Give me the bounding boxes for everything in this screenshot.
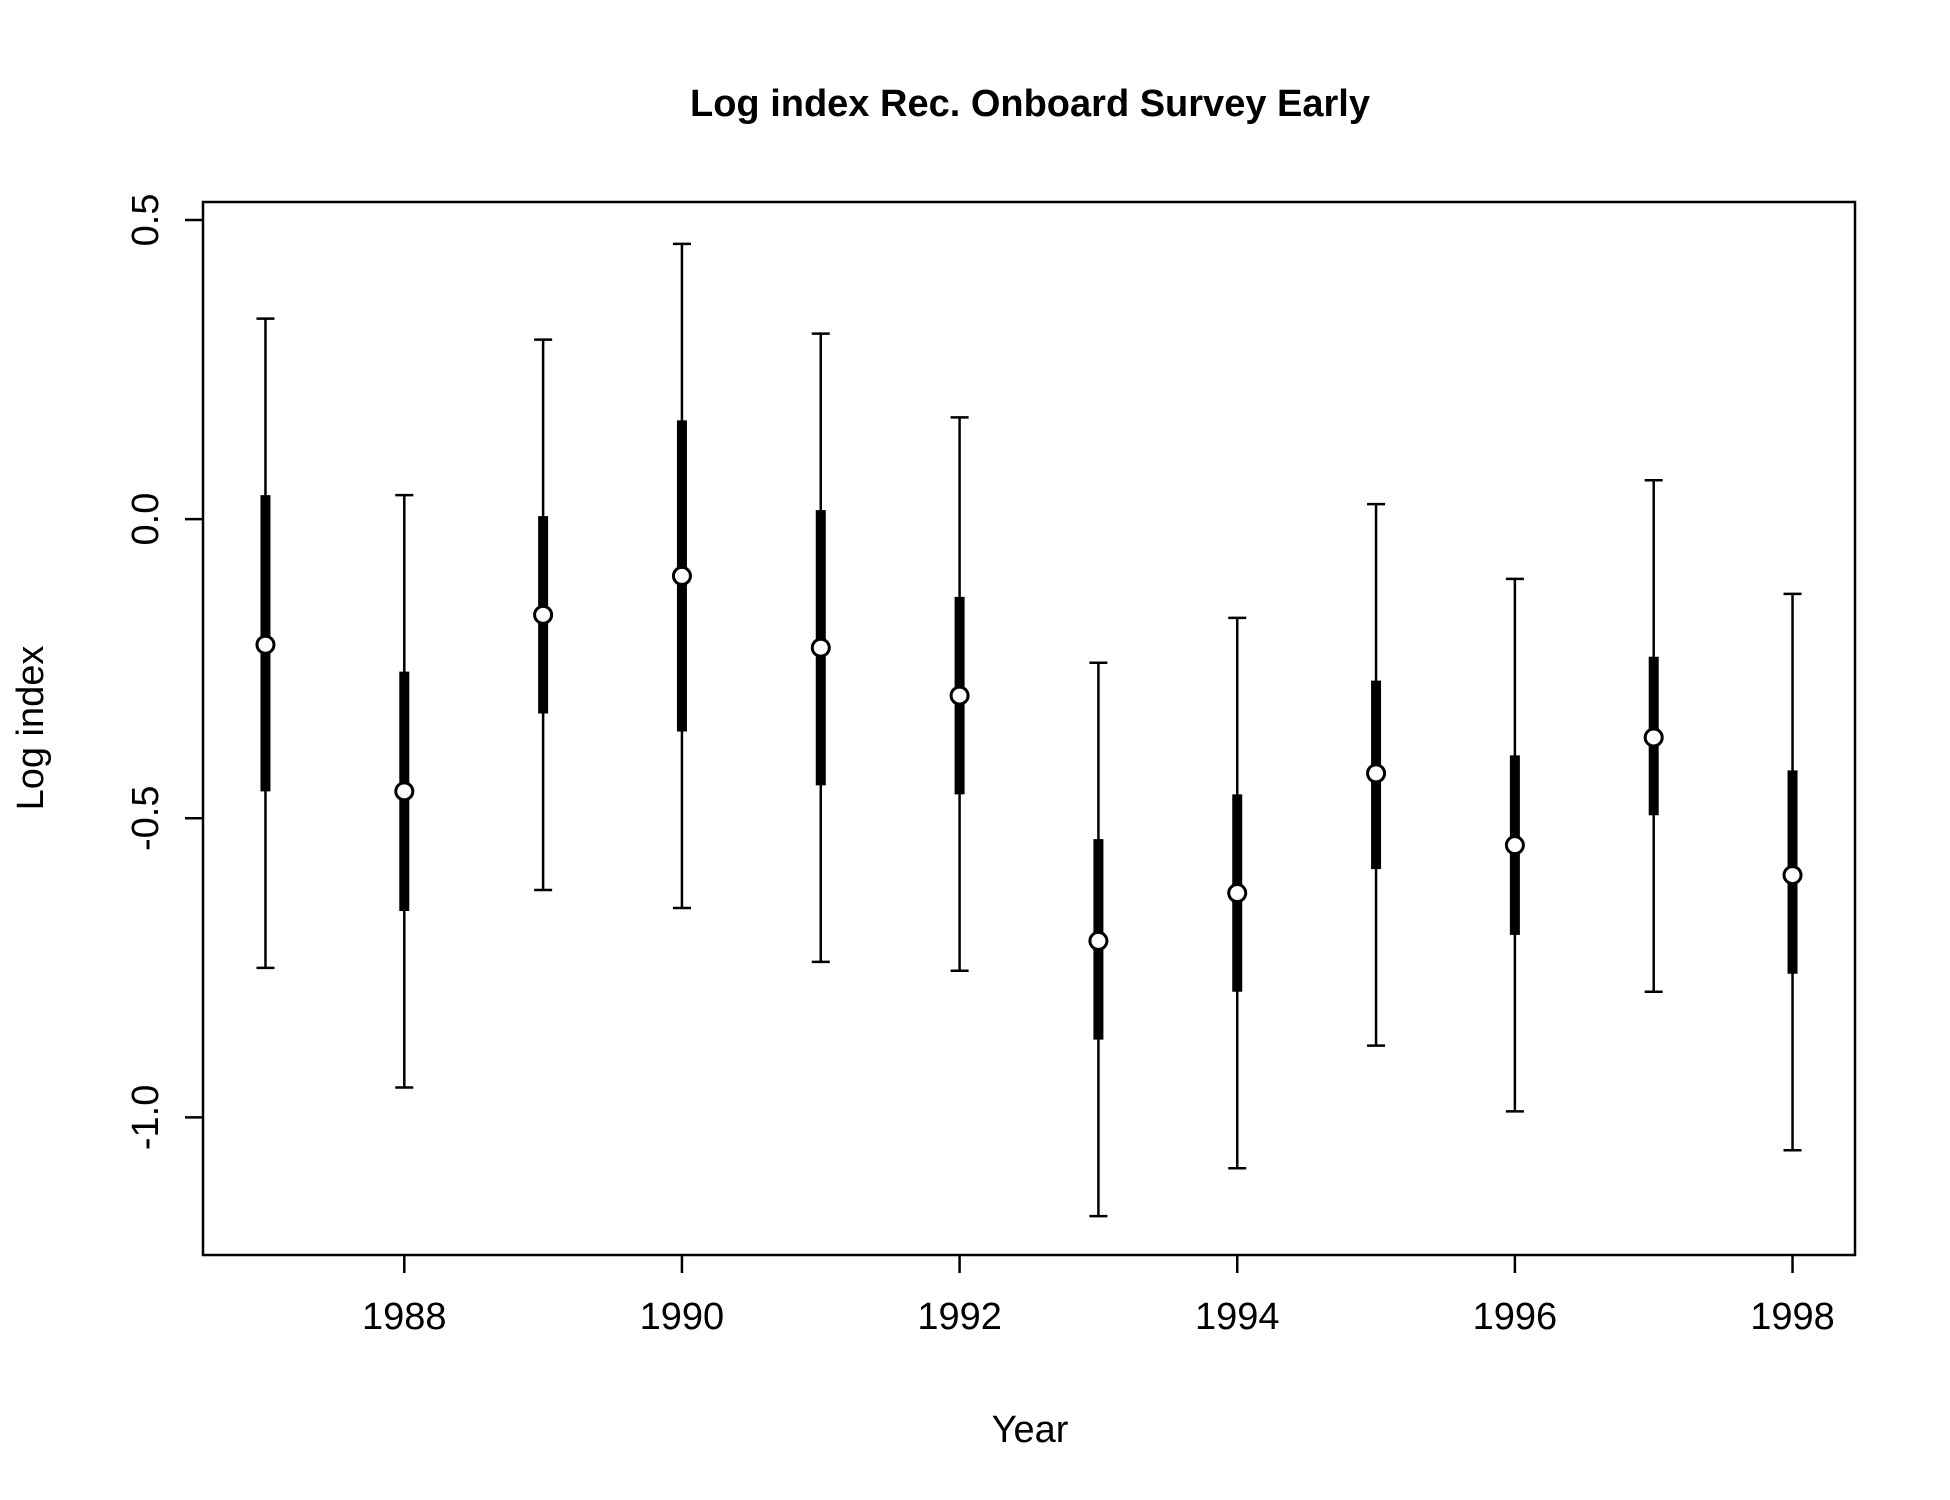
x-tick-label: 1998	[1750, 1296, 1835, 1338]
y-axis-label: Log index	[10, 646, 52, 811]
y-tick-label: -0.5	[125, 786, 167, 851]
x-tick-label: 1996	[1473, 1296, 1558, 1338]
x-tick-label: 1988	[362, 1296, 447, 1338]
data-point	[1504, 835, 1525, 856]
y-tick-label: -1.0	[125, 1085, 167, 1150]
data-point	[1643, 727, 1664, 748]
data-point	[1782, 865, 1803, 886]
data-point	[949, 685, 970, 706]
y-tick-label: 0.5	[125, 194, 167, 247]
chart-title: Log index Rec. Onboard Survey Early	[690, 83, 1370, 125]
data-point	[394, 781, 415, 802]
x-tick-label: 1994	[1195, 1296, 1280, 1338]
data-point	[1366, 763, 1387, 784]
y-tick-label: 0.0	[125, 493, 167, 546]
data-point	[810, 637, 831, 658]
data-point	[255, 634, 276, 655]
data-point	[533, 604, 554, 625]
x-tick-label: 1990	[640, 1296, 725, 1338]
data-point	[1088, 930, 1109, 951]
x-axis: 1988 1990 1992 1994 1996 1998	[362, 1255, 1835, 1338]
data-point	[1227, 883, 1248, 904]
y-axis: 0.5 0.0 -0.5 -1.0	[125, 194, 203, 1150]
x-axis-label: Year	[992, 1409, 1069, 1451]
plot-frame	[201, 200, 1857, 1257]
data-point	[671, 565, 692, 586]
data-marks	[255, 242, 1803, 1218]
x-tick-label: 1992	[917, 1296, 1002, 1338]
